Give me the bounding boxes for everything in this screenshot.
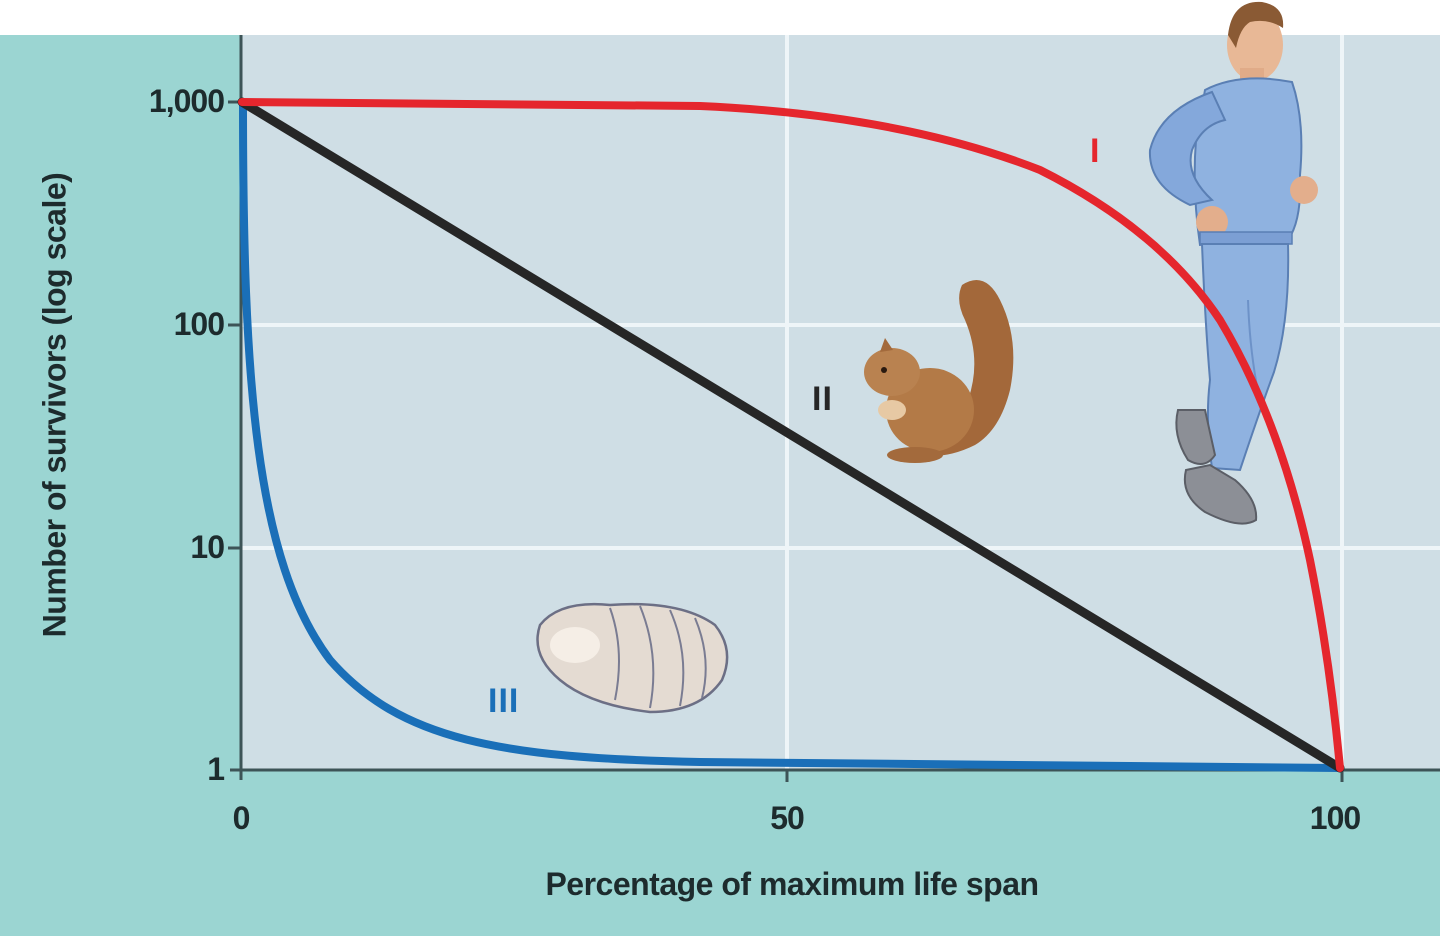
y-tick-10: 10 — [190, 529, 225, 565]
y-tick-1: 1 — [207, 751, 225, 787]
label-type-i: I — [1090, 132, 1101, 170]
curve-type-ii — [237, 97, 1345, 773]
x-tick-100: 100 — [1309, 800, 1361, 836]
curve-type-i — [238, 98, 1344, 772]
squirrel-icon — [864, 280, 1014, 463]
human-jogger-icon — [1148, 1, 1318, 525]
label-type-iii: III — [488, 682, 520, 720]
oyster-icon — [536, 602, 729, 714]
curve-type-iii — [239, 98, 1344, 772]
y-tick-1000: 1,000 — [148, 83, 225, 119]
x-axis-title: Percentage of maximum life span — [545, 866, 1039, 902]
label-type-ii: II — [812, 380, 833, 418]
y-axis-title: Number of survivors (log scale) — [36, 172, 73, 638]
x-tick-0: 0 — [232, 800, 251, 836]
y-tick-100: 100 — [173, 306, 225, 342]
x-tick-50: 50 — [770, 800, 805, 836]
